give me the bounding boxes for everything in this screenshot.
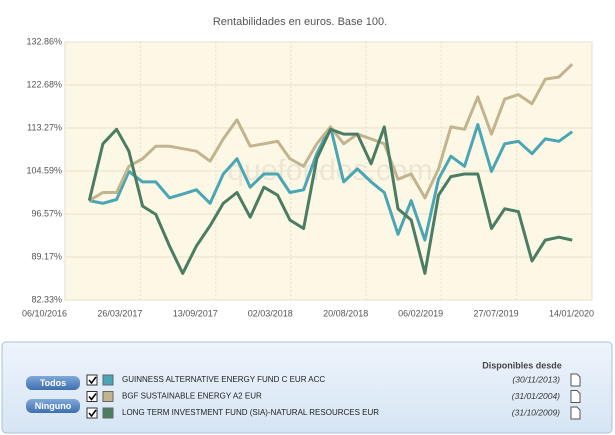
- legend-swatch: [102, 407, 114, 419]
- document-icon[interactable]: [570, 390, 581, 403]
- checkmark: [88, 376, 97, 385]
- legend-swatch: [102, 391, 114, 402]
- series-line: [88, 63, 574, 202]
- x-tick-label: 20/08/2018: [323, 308, 368, 318]
- x-tick-label: 02/03/2018: [248, 308, 293, 318]
- document-icon[interactable]: [570, 373, 581, 387]
- checkmark: [88, 393, 97, 401]
- watermark: quefondos.com: [227, 154, 432, 187]
- x-tick-label: 13/09/2017: [173, 308, 218, 318]
- y-tick-label: 113.27%: [27, 122, 62, 132]
- x-tick-label: 27/07/2019: [474, 308, 519, 318]
- x-tick-label: 06/02/2019: [398, 308, 443, 318]
- y-tick-label: 96.57%: [31, 208, 62, 218]
- legend-label: GUINNESS ALTERNATIVE ENERGY FUND C EUR A…: [122, 375, 325, 384]
- y-tick-label: 132.86%: [26, 36, 62, 46]
- y-tick-label: 82.33%: [31, 294, 62, 304]
- x-tick-label: 14/01/2020: [549, 308, 594, 318]
- checkbox[interactable]: [86, 407, 98, 419]
- button-label[interactable]: Ninguno: [35, 401, 72, 411]
- y-tick-label: 89.17%: [31, 251, 62, 261]
- button[interactable]: [26, 399, 80, 413]
- legend-date: (31/10/2009): [512, 407, 560, 417]
- y-tick-label: 122.68%: [26, 79, 62, 89]
- checkbox[interactable]: [86, 374, 98, 386]
- x-tick-label: 26/03/2017: [97, 308, 142, 318]
- x-tick-label: 06/10/2016: [22, 308, 67, 318]
- chart-title: Rentabilidades en euros. Base 100.: [213, 16, 387, 28]
- legend-panel: [1, 341, 613, 434]
- document-icon[interactable]: [570, 406, 581, 420]
- legend-date: (30/11/2013): [512, 374, 560, 384]
- legend-label: LONG TERM INVESTMENT FUND (SIA)-NATURAL …: [122, 408, 379, 417]
- checkbox[interactable]: [86, 391, 98, 402]
- button[interactable]: [26, 376, 80, 390]
- y-tick-label: 104.59%: [26, 165, 62, 175]
- series-line: [87, 125, 573, 275]
- legend-swatch: [102, 374, 114, 386]
- checkmark: [88, 409, 97, 418]
- legend-header: Disponibles desde: [482, 360, 562, 370]
- button-label[interactable]: Todos: [40, 378, 66, 388]
- legend-date: (31/01/2004): [512, 391, 560, 401]
- legend-label: BGF SUSTAINABLE ENERGY A2 EUR: [122, 392, 262, 401]
